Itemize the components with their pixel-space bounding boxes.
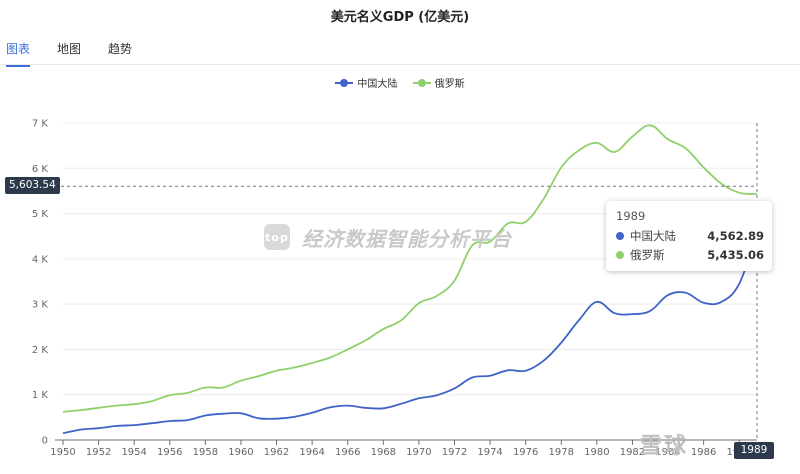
y-tick-label: 1 K bbox=[32, 390, 49, 401]
legend-item-russia[interactable]: 俄罗斯 bbox=[412, 75, 465, 90]
x-tick-label: 1954 bbox=[121, 447, 146, 458]
x-tick-label: 1964 bbox=[299, 447, 324, 458]
series-line-china bbox=[62, 233, 758, 435]
x-tick-label: 1976 bbox=[513, 447, 538, 458]
x-tick-label: 1978 bbox=[549, 447, 574, 458]
x-tick-label: 1956 bbox=[157, 447, 182, 458]
tooltip-row-russia: 俄罗斯 5,435.06 bbox=[616, 247, 764, 263]
crosshair bbox=[55, 123, 758, 440]
x-tick-label: 1962 bbox=[264, 447, 289, 458]
tab-trend[interactable]: 趋势 bbox=[108, 42, 133, 56]
x-tick-label: 1980 bbox=[584, 447, 609, 458]
y-tick-label: 0 bbox=[42, 436, 48, 447]
legend-item-china[interactable]: 中国大陆 bbox=[335, 75, 397, 90]
x-tick-label: 1966 bbox=[335, 447, 360, 458]
y-tick-label: 5 K bbox=[32, 209, 49, 220]
x-tick-label: 1952 bbox=[86, 447, 111, 458]
x-tick-label: 1974 bbox=[477, 447, 502, 458]
tab-map[interactable]: 地图 bbox=[57, 42, 82, 56]
y-axis: 0 1 K 2 K 3 K 4 K 5 K 6 K 7 K bbox=[32, 119, 49, 447]
x-tick-label: 1958 bbox=[193, 447, 218, 458]
grid-layer bbox=[63, 122, 757, 441]
x-tick-label: 1984 bbox=[655, 447, 680, 458]
tooltip-name-russia: 俄罗斯 bbox=[630, 248, 665, 262]
x-tick-label: 1960 bbox=[228, 447, 253, 458]
legend-swatch-russia bbox=[412, 78, 431, 87]
tooltip-value-russia: 5,435.06 bbox=[707, 248, 764, 262]
x-tick-label: 1968 bbox=[371, 447, 396, 458]
series-layer bbox=[62, 124, 758, 435]
y-tick-label: 7 K bbox=[32, 119, 49, 130]
tooltip-name-china: 中国大陆 bbox=[630, 229, 676, 243]
y-tick-label: 3 K bbox=[32, 300, 49, 311]
legend-label-russia: 俄罗斯 bbox=[434, 79, 465, 90]
chart-legend: 中国大陆 俄罗斯 bbox=[0, 75, 800, 91]
tab-chart[interactable]: 图表 bbox=[6, 40, 31, 67]
x-tick-label: 1972 bbox=[442, 447, 467, 458]
x-tick-label: 1986 bbox=[691, 447, 716, 458]
crosshair-x-label: 1989 bbox=[734, 442, 774, 459]
tooltip-dot-russia bbox=[616, 251, 624, 259]
tooltip-value-china: 4,562.89 bbox=[707, 229, 764, 243]
crosshair-y-label: 5,603.54 bbox=[5, 177, 60, 194]
chart-tooltip: 1989 中国大陆 4,562.89 俄罗斯 5,435.06 bbox=[606, 201, 772, 271]
legend-swatch-china bbox=[335, 78, 354, 87]
tooltip-title: 1989 bbox=[616, 209, 646, 223]
x-axis: 1950 1952 1954 1956 1958 1960 1962 1964 1966 1968… bbox=[50, 439, 757, 458]
y-tick-label: 2 K bbox=[32, 345, 49, 356]
y-tick-label: 4 K bbox=[32, 254, 49, 265]
chart-title: 美元名义GDP (亿美元) bbox=[330, 10, 470, 25]
view-tabs: 图表 地图 趋势 bbox=[0, 38, 800, 67]
tooltip-row-china: 中国大陆 4,562.89 bbox=[616, 228, 764, 244]
x-tick-label: 1970 bbox=[406, 447, 431, 458]
series-line-russia bbox=[62, 124, 758, 413]
legend-label-china: 中国大陆 bbox=[357, 79, 398, 90]
y-tick-label: 6 K bbox=[32, 164, 49, 175]
tooltip-dot-china bbox=[616, 232, 624, 240]
x-tick-label: 1982 bbox=[620, 447, 645, 458]
x-tick-label: 1950 bbox=[50, 447, 75, 458]
